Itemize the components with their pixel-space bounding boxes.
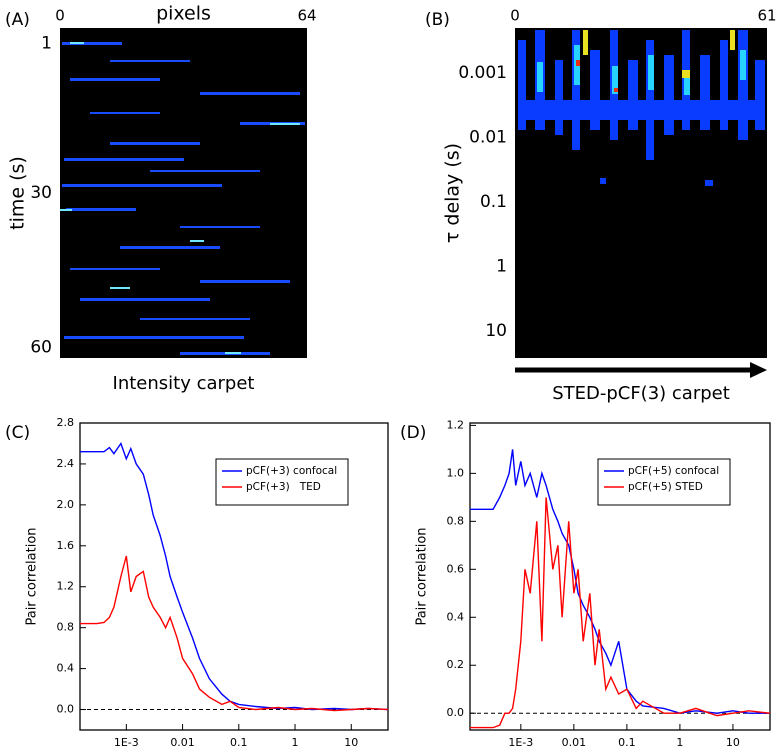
y-tick-label: 1.2 [447,418,465,431]
carpet-a [60,28,307,358]
x-tick-label: 0.1 [230,736,248,749]
y-axis-label: Pair correlation [25,527,40,625]
plot-frame [79,422,389,731]
y-tick-label: 2.8 [57,416,75,429]
y-tick-label: 0.001 [458,63,507,83]
y-tick-label: 1 [41,33,52,53]
carpet-arrowhead [750,362,767,378]
x-tick-label: 0.01 [562,736,587,749]
x-tick-label: 10 [344,736,358,749]
x-tick-label: 1E-3 [114,736,139,749]
y-tick-label: 1.2 [57,580,75,593]
x-tick-label: 61 [757,7,776,25]
x-tick-label: 1 [676,736,683,749]
carpet-highlights [60,42,300,354]
legend-label: pCF(+3) confocal [246,465,337,477]
y-tick-label: 0.1 [480,192,507,212]
y-tick-label: 0.0 [447,706,465,719]
y-tick-label: 10 [485,321,507,341]
x-tick-label: 0 [510,7,520,25]
y-tick-label: 60 [30,338,52,358]
legend-label: pCF(+5) confocal [628,465,719,477]
y-tick-label: 0.4 [57,662,75,675]
x-tick-label: 10 [726,736,740,749]
plot-frame [469,422,771,731]
panel-label: (C) [5,423,30,443]
y-tick-label: 1.6 [57,539,75,552]
series-line [470,497,771,729]
legend-box [215,458,349,506]
y-tick-label: 1.0 [447,466,465,479]
y-tick-label: 2.0 [57,498,75,511]
series-line [80,441,389,711]
carpet-background [60,28,307,358]
y-tick-label: 0.01 [469,128,507,148]
legend-label: pCF(+5) STED [628,481,703,493]
panel-label: (A) [5,10,30,30]
y-tick-label: 2.4 [57,457,75,470]
caption: STED-pCF(3) carpet [552,383,730,404]
series-line [80,555,389,712]
carpet-background [515,28,767,358]
carpet-b [515,28,767,378]
carpet-high [583,30,735,78]
carpet-peak [576,60,618,92]
y-tick-label: 0.6 [447,562,465,575]
y-tick-label: 0.8 [57,621,75,634]
x-tick-label: 0.01 [170,736,195,749]
x-axis-label: pixels [156,3,211,25]
x-tick-label: 0.1 [618,736,636,749]
legend-box [597,458,731,506]
y-tick-label: 0.2 [447,658,465,671]
y-tick-label: 0.8 [447,514,465,527]
series-line [470,449,770,714]
y-axis-label: time (s) [7,156,29,230]
panel-label: (D) [400,423,426,443]
x-tick-label: 0 [55,7,65,25]
y-tick-label: 0.0 [57,703,75,716]
y-axis-label: Pair correlation [415,527,430,625]
y-tick-label: 1 [496,257,507,277]
x-tick-label: 1E-3 [508,736,533,749]
panel-label: (B) [425,10,450,30]
x-tick-label: 64 [297,7,316,25]
legend-label: pCF(+3) TED [246,481,321,493]
y-tick-label: 30 [30,183,52,203]
y-tick-label: 0.4 [447,610,465,623]
y-axis-label: τ delay (s) [442,143,464,243]
x-tick-label: 1 [292,736,299,749]
caption: Intensity carpet [113,373,255,394]
